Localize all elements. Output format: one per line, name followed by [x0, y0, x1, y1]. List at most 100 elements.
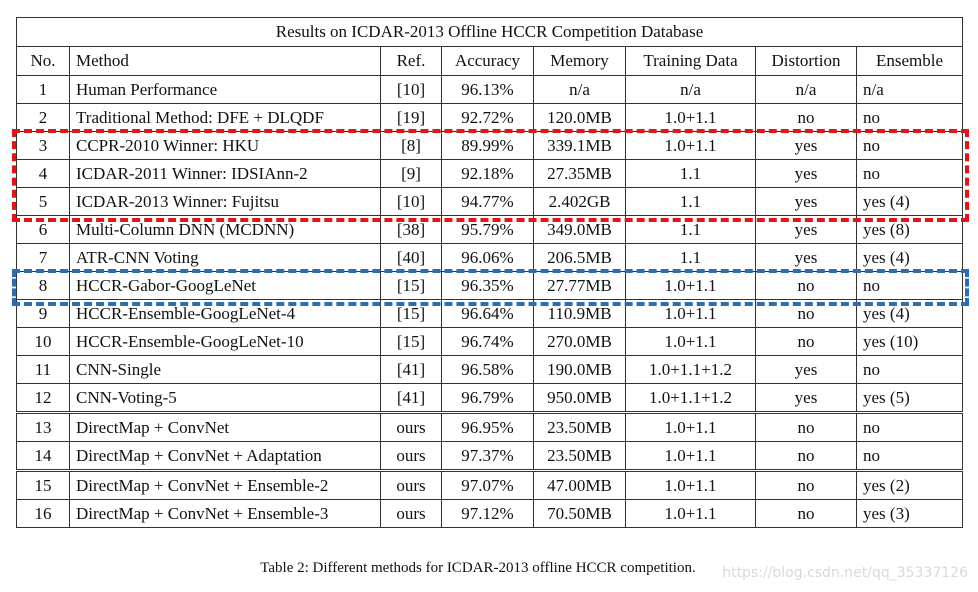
- cell-memory: 349.0MB: [533, 215, 626, 244]
- watermark: https://blog.csdn.net/qq_35337126: [722, 565, 968, 581]
- cell-ref: [15]: [380, 299, 442, 328]
- cell-method: HCCR-Gabor-GoogLeNet: [69, 271, 381, 300]
- cell-accuracy: 92.18%: [441, 159, 534, 188]
- cell-accuracy: 96.95%: [441, 411, 534, 442]
- cell-training-data: 1.0+1.1: [625, 411, 756, 442]
- cell-method: HCCR-Ensemble-GoogLeNet-4: [69, 299, 381, 328]
- cell-ref: [19]: [380, 103, 442, 132]
- cell-memory: 70.50MB: [533, 499, 626, 528]
- cell-method: ICDAR-2011 Winner: IDSIAnn-2: [69, 159, 381, 188]
- cell-training-data: 1.1: [625, 159, 756, 188]
- cell-ensemble: no: [856, 103, 963, 132]
- table-row: 3 CCPR-2010 Winner: HKU [8] 89.99% 339.1MB 1.…: [16, 131, 963, 160]
- cell-memory: 950.0MB: [533, 383, 626, 413]
- cell-method: CNN-Voting-5: [69, 383, 381, 413]
- cell-method: DirectMap + ConvNet + Ensemble-2: [69, 469, 381, 500]
- cell-memory: 2.402GB: [533, 187, 626, 216]
- table-row: 16 DirectMap + ConvNet + Ensemble-3 ours 97…: [16, 499, 963, 528]
- table-row: 1 Human Performance [10] 96.13% n/a n/a n/a n/a: [16, 75, 963, 104]
- cell-ref: [41]: [380, 383, 442, 413]
- cell-ensemble: yes (3): [856, 499, 963, 528]
- cell-method: Traditional Method: DFE + DLQDF: [69, 103, 381, 132]
- results-table: Results on ICDAR-2013 Offline HCCR Compe…: [16, 17, 963, 528]
- cell-accuracy: 96.64%: [441, 299, 534, 328]
- cell-distortion: yes: [755, 159, 857, 188]
- table-row: 13 DirectMap + ConvNet ours 96.95% 23.50MB 1.…: [16, 411, 963, 442]
- cell-no: 1: [16, 75, 70, 104]
- cell-method: HCCR-Ensemble-GoogLeNet-10: [69, 327, 381, 356]
- cell-training-data: 1.0+1.1+1.2: [625, 383, 756, 413]
- cell-memory: 23.50MB: [533, 411, 626, 442]
- header-memory: Memory: [533, 46, 626, 76]
- cell-memory: 190.0MB: [533, 355, 626, 384]
- cell-distortion: yes: [755, 215, 857, 244]
- cell-ensemble: yes (8): [856, 215, 963, 244]
- cell-accuracy: 97.07%: [441, 469, 534, 500]
- table-row: 10 HCCR-Ensemble-GoogLeNet-10 [15] 96.74% 27…: [16, 327, 963, 356]
- cell-ref: [10]: [380, 187, 442, 216]
- cell-ensemble: no: [856, 411, 963, 442]
- cell-ref: [8]: [380, 131, 442, 160]
- cell-no: 8: [16, 271, 70, 300]
- cell-distortion: no: [755, 441, 857, 471]
- cell-method: CNN-Single: [69, 355, 381, 384]
- cell-ref: ours: [380, 411, 442, 442]
- cell-training-data: n/a: [625, 75, 756, 104]
- cell-no: 2: [16, 103, 70, 132]
- cell-ensemble: yes (4): [856, 243, 963, 272]
- cell-distortion: yes: [755, 243, 857, 272]
- cell-ref: ours: [380, 499, 442, 528]
- cell-training-data: 1.1: [625, 243, 756, 272]
- cell-ensemble: no: [856, 131, 963, 160]
- cell-accuracy: 96.35%: [441, 271, 534, 300]
- cell-method: DirectMap + ConvNet + Ensemble-3: [69, 499, 381, 528]
- cell-training-data: 1.0+1.1: [625, 441, 756, 471]
- table-row: 7 ATR-CNN Voting [40] 96.06% 206.5MB 1.1 yes ye…: [16, 243, 963, 272]
- cell-training-data: 1.0+1.1: [625, 131, 756, 160]
- cell-memory: n/a: [533, 75, 626, 104]
- cell-accuracy: 96.79%: [441, 383, 534, 413]
- cell-accuracy: 89.99%: [441, 131, 534, 160]
- cell-no: 3: [16, 131, 70, 160]
- cell-distortion: yes: [755, 383, 857, 413]
- cell-memory: 270.0MB: [533, 327, 626, 356]
- cell-ensemble: yes (10): [856, 327, 963, 356]
- cell-training-data: 1.0+1.1: [625, 299, 756, 328]
- table-row: 2 Traditional Method: DFE + DLQDF [19] 92.7…: [16, 103, 963, 132]
- cell-method: ATR-CNN Voting: [69, 243, 381, 272]
- cell-ensemble: yes (4): [856, 187, 963, 216]
- cell-ensemble: no: [856, 271, 963, 300]
- cell-memory: 47.00MB: [533, 469, 626, 500]
- cell-ref: ours: [380, 441, 442, 471]
- cell-distortion: yes: [755, 187, 857, 216]
- cell-distortion: no: [755, 103, 857, 132]
- table-row: 8 HCCR-Gabor-GoogLeNet [15] 96.35% 27.77MB 1.…: [16, 271, 963, 300]
- cell-ref: [10]: [380, 75, 442, 104]
- cell-no: 4: [16, 159, 70, 188]
- cell-memory: 120.0MB: [533, 103, 626, 132]
- cell-method: Multi-Column DNN (MCDNN): [69, 215, 381, 244]
- cell-no: 9: [16, 299, 70, 328]
- cell-ref: [15]: [380, 271, 442, 300]
- cell-training-data: 1.0+1.1: [625, 271, 756, 300]
- cell-memory: 23.50MB: [533, 441, 626, 471]
- cell-no: 10: [16, 327, 70, 356]
- cell-no: 7: [16, 243, 70, 272]
- cell-distortion: no: [755, 327, 857, 356]
- header-accuracy: Accuracy: [441, 46, 534, 76]
- cell-distortion: n/a: [755, 75, 857, 104]
- cell-accuracy: 92.72%: [441, 103, 534, 132]
- cell-ref: [9]: [380, 159, 442, 188]
- cell-accuracy: 94.77%: [441, 187, 534, 216]
- cell-training-data: 1.0+1.1: [625, 327, 756, 356]
- cell-no: 16: [16, 499, 70, 528]
- cell-ref: [38]: [380, 215, 442, 244]
- cell-ensemble: yes (2): [856, 469, 963, 500]
- cell-ref: [41]: [380, 355, 442, 384]
- cell-accuracy: 96.13%: [441, 75, 534, 104]
- table-row: 11 CNN-Single [41] 96.58% 190.0MB 1.0+1.1+1.2…: [16, 355, 963, 384]
- table-row: 9 HCCR-Ensemble-GoogLeNet-4 [15] 96.64% 110.…: [16, 299, 963, 328]
- cell-ensemble: n/a: [856, 75, 963, 104]
- header-method: Method: [69, 46, 381, 76]
- cell-distortion: no: [755, 271, 857, 300]
